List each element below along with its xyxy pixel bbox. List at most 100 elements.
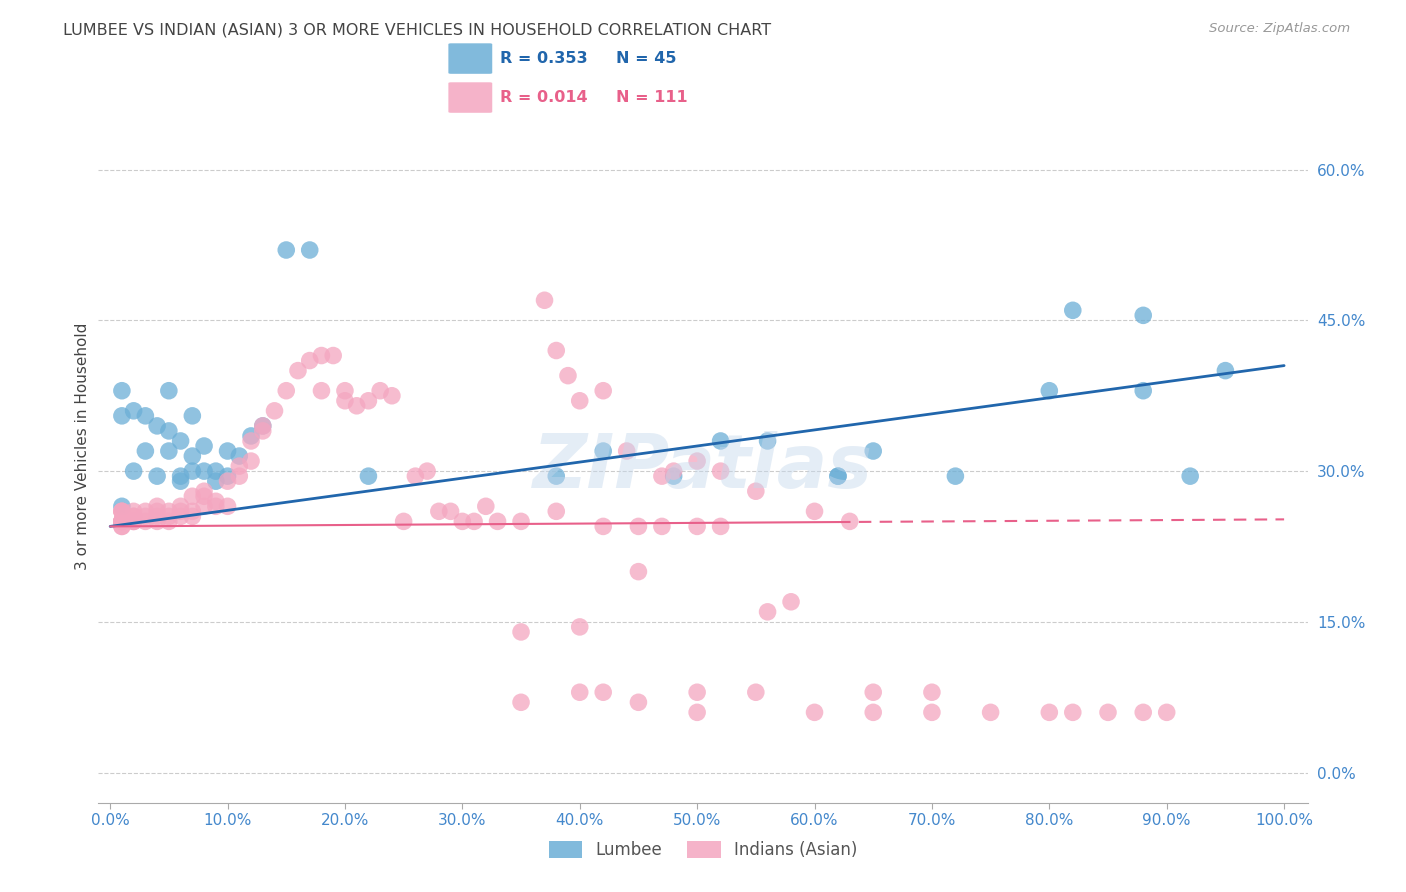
Point xyxy=(427,504,450,518)
Text: R = 0.014: R = 0.014 xyxy=(501,90,588,105)
Point xyxy=(157,515,180,529)
Point xyxy=(510,515,533,529)
Point xyxy=(1097,706,1119,720)
Point xyxy=(546,469,568,483)
Point xyxy=(111,409,134,423)
Point xyxy=(651,469,673,483)
Point xyxy=(122,509,145,524)
Point xyxy=(181,464,204,478)
Point xyxy=(381,389,404,403)
Point xyxy=(111,515,134,529)
Point xyxy=(276,384,298,398)
Point xyxy=(921,685,943,699)
Point xyxy=(945,469,967,483)
Point xyxy=(533,293,555,308)
Point xyxy=(111,515,134,529)
Text: N = 111: N = 111 xyxy=(616,90,688,105)
Point xyxy=(204,500,226,514)
Point xyxy=(204,474,226,488)
Point xyxy=(756,434,779,448)
Point xyxy=(217,500,239,514)
Point xyxy=(134,444,156,458)
Point xyxy=(157,509,180,524)
Point xyxy=(439,504,461,518)
Point xyxy=(557,368,579,383)
Point xyxy=(298,353,321,368)
Point xyxy=(111,504,134,518)
Point xyxy=(111,519,134,533)
Point xyxy=(134,509,156,524)
Point xyxy=(745,484,768,499)
Point xyxy=(252,424,274,438)
Point xyxy=(122,504,145,518)
Point xyxy=(510,695,533,709)
Point xyxy=(111,500,134,514)
Legend: Lumbee, Indians (Asian): Lumbee, Indians (Asian) xyxy=(543,834,863,866)
Point xyxy=(169,469,191,483)
Point xyxy=(146,500,169,514)
Point xyxy=(111,384,134,398)
Point xyxy=(1156,706,1178,720)
Point xyxy=(169,500,191,514)
Point xyxy=(357,469,380,483)
Point xyxy=(451,515,474,529)
Point xyxy=(146,515,169,529)
Point xyxy=(980,706,1002,720)
Point xyxy=(592,384,614,398)
Point xyxy=(122,515,145,529)
Point xyxy=(169,509,191,524)
Point xyxy=(146,469,169,483)
Point xyxy=(157,384,180,398)
Point xyxy=(686,706,709,720)
Point xyxy=(169,474,191,488)
Point xyxy=(193,464,215,478)
Point xyxy=(311,384,333,398)
Text: ZIPatlas: ZIPatlas xyxy=(533,431,873,504)
Point xyxy=(827,469,849,483)
Point xyxy=(193,500,215,514)
Point xyxy=(510,624,533,639)
Point xyxy=(592,519,614,533)
Point xyxy=(568,685,591,699)
Point xyxy=(333,384,356,398)
Point xyxy=(416,464,439,478)
Point xyxy=(181,449,204,463)
Point xyxy=(134,515,156,529)
Point xyxy=(546,504,568,518)
Point xyxy=(146,418,169,433)
Point xyxy=(181,504,204,518)
Point xyxy=(686,685,709,699)
Point xyxy=(193,484,215,499)
Point xyxy=(204,494,226,508)
Point xyxy=(627,565,650,579)
Point xyxy=(803,504,825,518)
Point xyxy=(827,469,849,483)
Point xyxy=(486,515,509,529)
Point xyxy=(803,706,825,720)
Point xyxy=(193,439,215,453)
Point xyxy=(169,434,191,448)
Point xyxy=(157,504,180,518)
Point xyxy=(862,706,884,720)
Point xyxy=(228,469,250,483)
Text: Source: ZipAtlas.com: Source: ZipAtlas.com xyxy=(1209,22,1350,36)
Point xyxy=(122,515,145,529)
Point xyxy=(228,459,250,474)
Point xyxy=(240,429,263,443)
Point xyxy=(111,515,134,529)
Point xyxy=(333,393,356,408)
Text: R = 0.353: R = 0.353 xyxy=(501,51,588,66)
Point xyxy=(1038,384,1060,398)
Point xyxy=(463,515,485,529)
Point xyxy=(122,464,145,478)
Point xyxy=(204,464,226,478)
Point xyxy=(627,519,650,533)
Point xyxy=(287,363,309,377)
Point xyxy=(475,500,498,514)
Y-axis label: 3 or more Vehicles in Household: 3 or more Vehicles in Household xyxy=(75,322,90,570)
Point xyxy=(686,454,709,468)
Point xyxy=(157,424,180,438)
Point xyxy=(276,243,298,257)
Point xyxy=(122,404,145,418)
FancyBboxPatch shape xyxy=(449,82,492,112)
